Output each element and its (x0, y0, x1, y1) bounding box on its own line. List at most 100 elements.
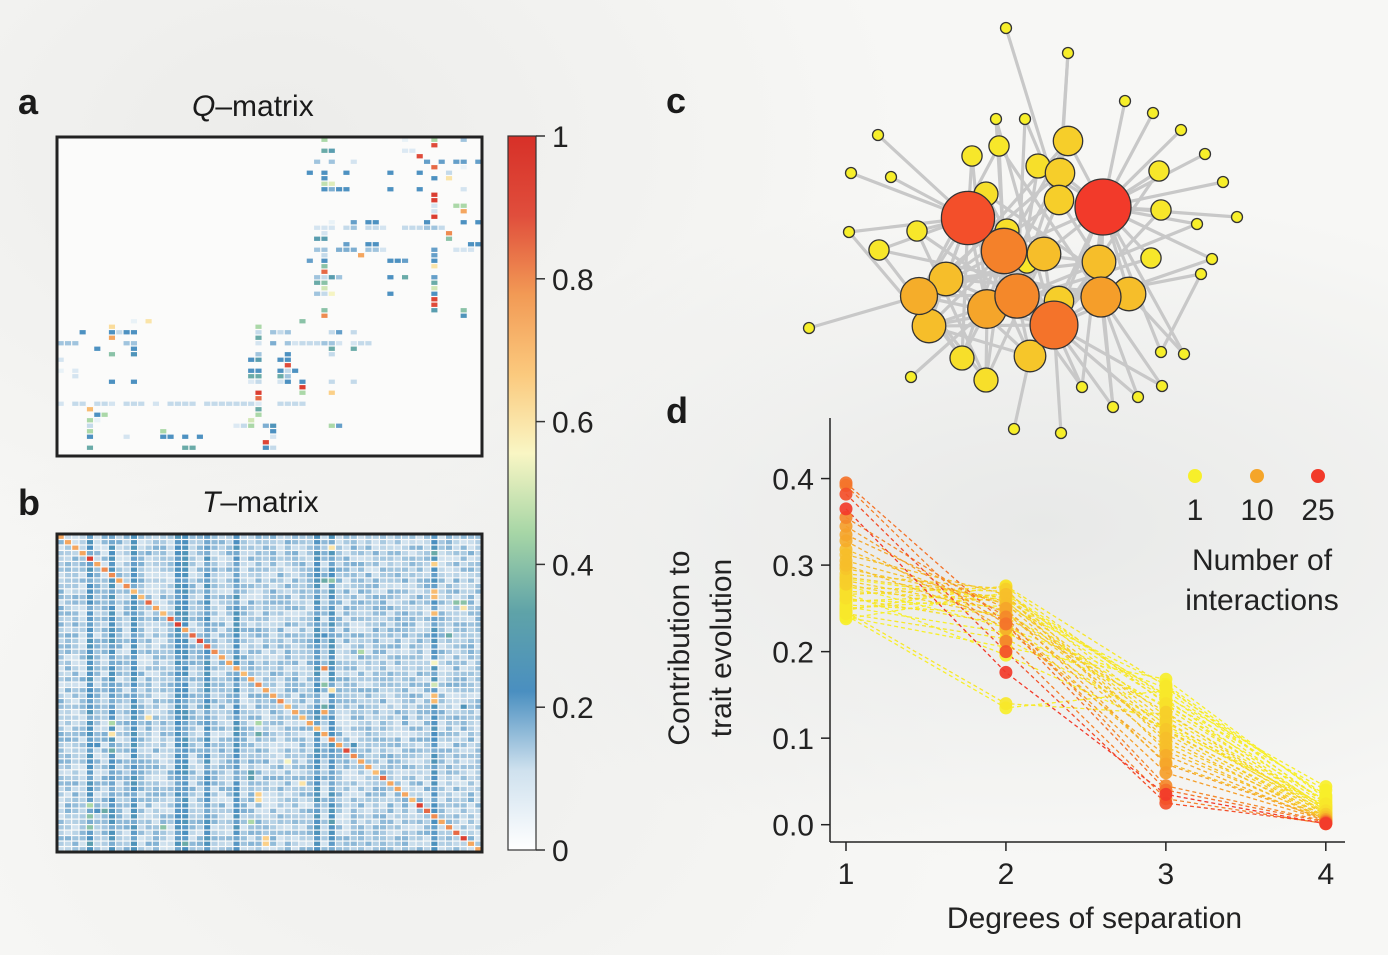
heatmap-cell (343, 170, 350, 175)
heatmap-cell (226, 775, 233, 781)
heatmap-cell (292, 808, 299, 814)
heatmap-cell (445, 710, 453, 715)
heatmap-cell (387, 704, 394, 709)
heatmap-cell (101, 682, 108, 687)
heatmap-cell (467, 655, 475, 660)
heatmap-cell (380, 699, 387, 704)
heatmap-cell (233, 781, 240, 786)
heatmap-cell (123, 742, 130, 748)
heatmap-cell (387, 170, 394, 175)
heatmap-cell (445, 534, 453, 539)
heatmap-cell (358, 753, 365, 759)
heatmap-cell (299, 578, 306, 583)
heatmap-cell (328, 688, 335, 693)
heatmap-cell (204, 786, 211, 792)
heatmap-cell (233, 589, 240, 594)
heatmap-cell (423, 841, 431, 846)
heatmap-cell (299, 583, 306, 589)
heatmap-cell (160, 616, 167, 622)
heatmap-cell (86, 803, 94, 808)
heatmap-cell (123, 710, 130, 715)
heatmap-cell (365, 682, 372, 687)
heatmap-cell (328, 836, 335, 841)
heatmap-cell (409, 704, 416, 709)
heatmap-cell (409, 786, 416, 792)
heatmap-cell (306, 830, 313, 835)
heatmap-cell (453, 710, 460, 715)
heatmap-cell (196, 699, 203, 704)
heatmap-cell (321, 269, 328, 274)
heatmap-cell (123, 721, 130, 726)
heatmap-cell (116, 781, 123, 786)
heatmap-cell (218, 660, 225, 665)
heatmap-cell (101, 578, 108, 583)
heatmap-cell (72, 622, 79, 627)
heatmap-cell (387, 594, 394, 600)
heatmap-cell (270, 616, 277, 622)
heatmap-cell (79, 814, 86, 819)
heatmap-cell (204, 847, 211, 852)
heatmap-cell (394, 764, 401, 770)
heatmap-cell (255, 699, 262, 704)
heatmap-cell (387, 275, 394, 280)
heatmap-cell (284, 556, 291, 561)
heatmap-cell (292, 671, 299, 676)
heatmap-cell (431, 567, 438, 572)
heatmap-cell (336, 638, 343, 644)
heatmap-cell (328, 644, 335, 649)
heatmap-cell (467, 545, 475, 550)
heatmap-cell (314, 611, 321, 616)
heatmap-cell (204, 540, 211, 545)
heatmap-cell (240, 781, 247, 786)
heatmap-cell (145, 682, 152, 687)
heatmap-cell (116, 797, 123, 803)
heatmap-cell (262, 440, 269, 445)
heatmap-cell (270, 429, 277, 434)
heatmap-cell (314, 540, 321, 545)
heatmap-cell (196, 616, 203, 622)
heatmap-cell (218, 611, 225, 616)
heatmap-cell (196, 819, 203, 824)
heatmap-cell (189, 578, 196, 583)
heatmap-cell (262, 775, 269, 781)
heatmap-cell (402, 682, 409, 687)
heatmap-cell (64, 699, 72, 704)
heatmap-cell (79, 797, 86, 803)
heatmap-cell (416, 786, 423, 792)
heatmap-cell (416, 726, 423, 731)
heatmap-cell (248, 721, 255, 726)
heatmap-cell (79, 688, 86, 693)
heatmap-cell (277, 836, 284, 841)
heatmap-cell (64, 764, 72, 770)
heatmap-cell (336, 715, 343, 720)
heatmap-cell (372, 830, 379, 835)
heatmap-cell (453, 759, 460, 764)
heatmap-cell (226, 627, 233, 633)
heatmap-cell (270, 786, 277, 792)
heatmap-cell (108, 808, 116, 814)
heatmap-cell (116, 688, 123, 693)
heatmap-cell (277, 666, 284, 671)
heatmap-cell (138, 578, 145, 583)
heatmap-cell (86, 699, 94, 704)
heatmap-cell (240, 830, 247, 835)
heatmap-cell (284, 605, 291, 611)
heatmap-cell (321, 786, 328, 792)
heatmap-cell (365, 808, 372, 814)
heatmap-cell (350, 693, 357, 698)
heatmap-cell (292, 759, 299, 764)
heatmap-cell (328, 594, 335, 600)
heatmap-cell (248, 836, 255, 841)
heatmap-cell (270, 572, 277, 578)
heatmap-cell (152, 759, 159, 764)
heatmap-cell (350, 797, 357, 803)
heatmap-cell (314, 562, 321, 567)
heatmap-cell (204, 688, 211, 693)
heatmap-cell (116, 671, 123, 676)
heatmap-cell (240, 583, 247, 589)
heatmap-cell (277, 594, 284, 600)
heatmap-cell (255, 374, 262, 379)
heatmap-cell (248, 775, 255, 781)
heatmap-cell (431, 551, 438, 556)
heatmap-cell (438, 677, 445, 682)
